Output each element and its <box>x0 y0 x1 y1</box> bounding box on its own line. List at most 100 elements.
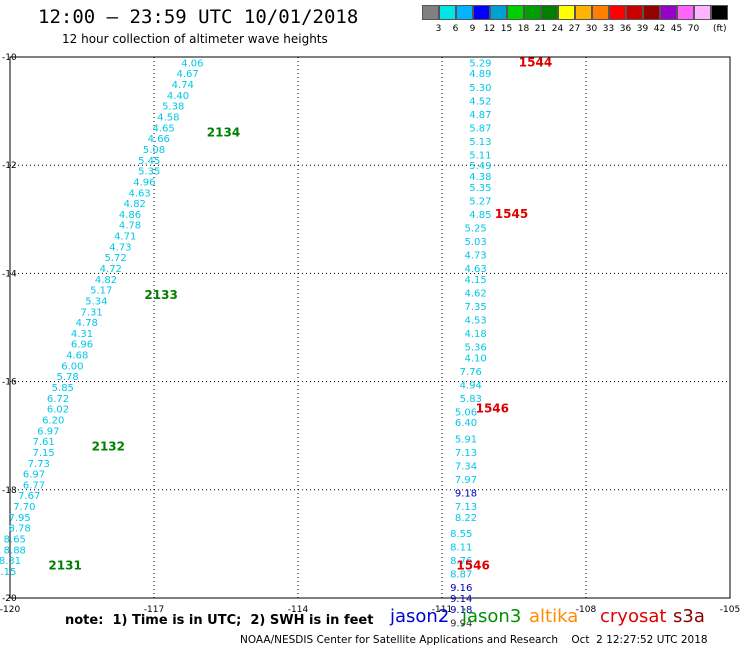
wave-height-value: 4.63 <box>464 264 486 275</box>
pass-time-label: 2134 <box>207 126 240 140</box>
scale-swatch <box>558 5 575 20</box>
wave-height-value: 4.73 <box>109 242 131 253</box>
x-tick-label: -114 <box>288 605 309 615</box>
pass-time-label: 2131 <box>48 559 81 573</box>
footnote: note: 1) Time is in UTC; 2) SWH is in fe… <box>65 613 374 628</box>
wave-height-value: 7.15 <box>32 448 54 459</box>
wave-height-value: 8.15 <box>0 567 16 578</box>
wave-height-value: 9.18 <box>455 489 477 500</box>
scale-label: 42 <box>653 24 666 34</box>
scale-swatch <box>694 5 711 20</box>
wave-height-value: 4.65 <box>152 123 174 134</box>
wave-height-value: 6.20 <box>42 415 64 426</box>
wave-height-value: 5.35 <box>469 183 491 194</box>
legend-s3a: s3a <box>673 606 705 627</box>
wave-height-value: 4.72 <box>100 264 122 275</box>
wave-height-value: 7.76 <box>460 367 482 378</box>
pass-time-label: 1545 <box>495 207 528 221</box>
wave-height-value: 5.34 <box>85 296 107 307</box>
pass-time-label: 1544 <box>519 55 552 69</box>
wave-height-value: 5.35 <box>138 167 160 178</box>
wave-height-value: 5.25 <box>464 223 486 234</box>
wave-height-value: 4.86 <box>119 210 141 221</box>
wave-height-value: 5.91 <box>455 434 477 445</box>
wave-height-value: 6.97 <box>37 426 59 437</box>
scale-swatch <box>524 5 541 20</box>
wave-height-value: 8.87 <box>450 570 472 581</box>
wave-height-value: 8.88 <box>4 545 26 556</box>
scale-swatch <box>422 5 439 20</box>
scale-swatch <box>575 5 592 20</box>
scale-label: 70 <box>687 24 700 34</box>
wave-height-value: 5.87 <box>469 123 491 134</box>
wave-height-value: 4.58 <box>157 113 179 124</box>
scale-label: 15 <box>500 24 513 34</box>
wave-height-value: 8.76 <box>450 556 472 567</box>
pass-time-label: 2133 <box>144 288 177 302</box>
scale-label: 18 <box>517 24 530 34</box>
scale-label: 21 <box>534 24 547 34</box>
wave-height-value: 7.31 <box>80 307 102 318</box>
wave-height-value: 4.87 <box>469 110 491 121</box>
scale-swatch <box>711 5 728 20</box>
wave-height-value: 4.67 <box>176 69 198 80</box>
wave-height-value: 8.55 <box>450 529 472 540</box>
scale-swatch <box>609 5 626 20</box>
y-tick-label: -20 <box>2 594 17 604</box>
wave-height-value: 5.13 <box>469 137 491 148</box>
scale-label: 24 <box>551 24 564 34</box>
wave-height-value: 7.97 <box>455 475 477 486</box>
wave-height-value: 7.73 <box>28 459 50 470</box>
wave-height-value: 5.72 <box>104 253 126 264</box>
scale-label: 39 <box>636 24 649 34</box>
axis-ticks: -120 -117 -114 -111 -108 -105 -10 -12 -14 -16 -18 -… <box>0 53 740 615</box>
wave-height-value: 6.40 <box>455 418 477 429</box>
legend-altika: altika <box>529 606 579 627</box>
wave-height-value: 7.13 <box>455 502 477 513</box>
x-tick-label: -120 <box>0 605 20 615</box>
wave-height-value: 4.06 <box>181 58 203 69</box>
wave-height-value: 9.14 <box>450 594 472 605</box>
scale-swatch <box>677 5 694 20</box>
wave-height-value: 5.06 <box>455 407 477 418</box>
wave-height-value: 4.63 <box>128 188 150 199</box>
scale-swatch <box>626 5 643 20</box>
wave-height-value: 6.77 <box>23 480 45 491</box>
scale-label: 36 <box>619 24 632 34</box>
wave-height-value: 4.62 <box>464 288 486 299</box>
wave-height-value: 4.94 <box>460 380 482 391</box>
wave-height-value: 5.17 <box>90 286 112 297</box>
scale-label: 27 <box>568 24 581 34</box>
scale-swatch <box>592 5 609 20</box>
wave-height-value: 7.67 <box>18 491 40 502</box>
plot-frame <box>9 56 731 599</box>
wave-height-value: 5.45 <box>138 156 160 167</box>
wave-height-value: 4.85 <box>469 210 491 221</box>
wave-height-value: 5.08 <box>143 145 165 156</box>
wave-height-value: 4.52 <box>469 96 491 107</box>
wave-height-value: 4.73 <box>464 250 486 261</box>
wave-height-value: 8.78 <box>8 524 30 535</box>
wave-height-value: 4.82 <box>95 275 117 286</box>
scale-swatch <box>456 5 473 20</box>
x-tick-label: -117 <box>144 605 164 615</box>
wave-height-value: 6.97 <box>23 470 45 481</box>
wave-height-value: 5.03 <box>464 237 486 248</box>
wave-height-value: 9.18 <box>450 605 472 616</box>
map-title: 12:00 – 23:59 UTC 10/01/2018 <box>38 6 359 28</box>
wave-height-value: 4.74 <box>172 80 194 91</box>
wave-height-value: 4.78 <box>76 318 98 329</box>
pass-time-label: 1546 <box>456 559 489 573</box>
wave-height-value: 8.31 <box>0 556 21 567</box>
wave-height-value: 8.65 <box>4 534 26 545</box>
scale-label: 30 <box>585 24 598 34</box>
wave-height-value: 4.40 <box>167 91 189 102</box>
wave-height-value: 5.85 <box>52 383 74 394</box>
wave-height-value: 5.30 <box>469 83 491 94</box>
scale-swatch <box>660 5 677 20</box>
y-tick-label: -10 <box>2 53 17 63</box>
wave-height-value: 8.22 <box>455 513 477 524</box>
wave-height-value: 6.00 <box>61 361 83 372</box>
wave-height-value: 4.66 <box>148 134 170 145</box>
pass-time-label: 1546 <box>476 402 509 416</box>
